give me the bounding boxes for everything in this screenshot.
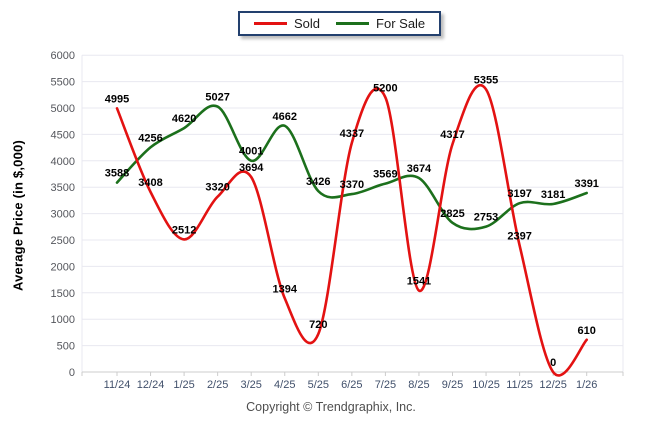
y-tick-label: 0 (69, 367, 75, 379)
x-tick-label: 4/25 (274, 379, 295, 391)
x-tick-label: 11/24 (104, 379, 131, 391)
data-label-for-sale: 3674 (407, 163, 432, 175)
data-label-sold: 720 (309, 319, 327, 331)
data-label-for-sale: 3569 (373, 169, 397, 181)
y-tick-label: 5000 (51, 103, 75, 115)
series-line-for-sale (115, 104, 588, 231)
x-tick-label: 9/25 (442, 379, 463, 391)
legend-swatch-for-sale (336, 22, 370, 25)
y-tick-label: 2000 (51, 261, 75, 273)
data-label-for-sale: 3197 (507, 188, 531, 200)
x-tick-label: 2/25 (207, 379, 228, 391)
x-tick-label: 12/24 (137, 379, 165, 391)
x-tick-label: 3/25 (240, 379, 261, 391)
data-label-sold: 5200 (373, 82, 397, 94)
x-tick-label: 11/25 (506, 379, 533, 391)
data-label-sold: 4337 (340, 128, 364, 140)
x-tick-label: 8/25 (408, 379, 429, 391)
data-label-sold: 4317 (440, 129, 464, 141)
y-tick-label: 1000 (51, 314, 75, 326)
data-label-sold: 3320 (205, 182, 229, 194)
data-label-sold: 1394 (273, 283, 298, 295)
data-label-sold: 5355 (474, 74, 498, 86)
data-label-sold: 2397 (507, 230, 531, 242)
legend-swatch-sold (254, 22, 287, 25)
data-label-sold: 3694 (239, 162, 264, 174)
y-tick-label: 5500 (51, 77, 75, 89)
y-tick-label: 1500 (51, 288, 75, 300)
data-label-for-sale: 3181 (541, 189, 565, 201)
legend-item-sold: Sold (254, 17, 320, 30)
data-label-for-sale: 2753 (474, 212, 498, 224)
legend-label-for-sale: For Sale (376, 16, 426, 31)
x-tick-label: 6/25 (341, 379, 362, 391)
y-tick-label: 3500 (51, 182, 75, 194)
data-label-sold: 4995 (105, 93, 129, 105)
y-tick-label: 4500 (51, 129, 75, 141)
data-label-for-sale: 5027 (205, 92, 229, 104)
data-label-for-sale: 4662 (273, 111, 297, 123)
x-tick-label: 5/25 (308, 379, 329, 391)
x-tick-label: 1/25 (173, 379, 194, 391)
y-tick-label: 3000 (51, 209, 75, 221)
y-tick-label: 6000 (51, 50, 75, 62)
data-label-for-sale: 4256 (138, 132, 162, 144)
legend-label-sold: Sold (294, 16, 321, 31)
y-tick-label: 2500 (51, 235, 75, 247)
legend: Sold For Sale (238, 11, 442, 36)
x-tick-label: 1/26 (576, 379, 597, 391)
data-label-for-sale: 3588 (105, 168, 129, 180)
data-label-sold: 1541 (407, 276, 431, 288)
data-label-sold: 3408 (138, 177, 162, 189)
data-label-for-sale: 3391 (574, 178, 598, 190)
x-tick-label: 10/25 (472, 379, 500, 391)
data-label-sold: 0 (550, 357, 556, 369)
data-label-sold: 610 (578, 325, 596, 337)
data-label-for-sale: 3370 (340, 179, 364, 191)
data-label-sold: 2512 (172, 224, 196, 236)
y-tick-label: 4000 (51, 156, 75, 168)
data-label-for-sale: 4001 (239, 146, 263, 158)
x-tick-label: 12/25 (539, 379, 567, 391)
data-label-for-sale: 2825 (440, 208, 464, 220)
x-tick-label: 7/25 (375, 379, 396, 391)
series-line-sold (115, 83, 588, 377)
price-trend-line-chart: 0 500 1000 1500 2000 2500 3000 3500 4000 4500 5000… (51, 50, 624, 391)
copyright-text: Copyright © Trendgraphix, Inc. (246, 400, 416, 414)
legend-item-for-sale: For Sale (336, 17, 425, 30)
data-label-for-sale: 4620 (172, 113, 196, 125)
y-tick-label: 500 (57, 341, 75, 353)
data-label-for-sale: 3426 (306, 176, 330, 188)
